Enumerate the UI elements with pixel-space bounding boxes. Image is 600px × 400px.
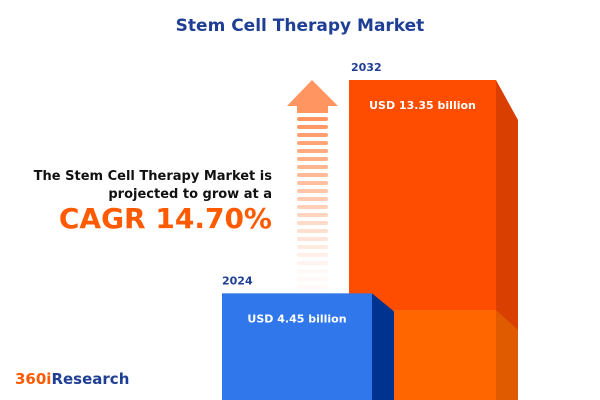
logo-number: 360i [15, 370, 52, 388]
description-line-1: The Stem Cell Therapy Market is [33, 169, 272, 184]
arrow-stripe [297, 221, 328, 225]
arrow-stripe [297, 125, 328, 129]
arrow-stripe [297, 205, 328, 209]
arrow-stripe [297, 165, 328, 169]
description-line-2: projected to grow at a [108, 187, 272, 202]
arrow-stripe [297, 269, 328, 273]
data-label: USD 13.35 billion [369, 99, 476, 112]
bar-side [372, 293, 394, 400]
bar-2024: 2024 USD 4.45 billion [222, 274, 394, 400]
arrow-head [287, 80, 338, 106]
arrow-stripe [297, 229, 328, 233]
logo: 360iResearch [15, 370, 129, 388]
chart-title: Stem Cell Therapy Market [175, 16, 425, 36]
arrow-stripe [297, 117, 328, 121]
category-label: 2024 [222, 274, 253, 287]
arrow-stripe [297, 141, 328, 145]
logo-word: Research [51, 370, 130, 388]
category-label: 2032 [351, 61, 382, 74]
arrow-stripe [297, 149, 328, 153]
arrow-stripe [297, 245, 328, 249]
data-label: USD 4.45 billion [247, 312, 346, 325]
description: The Stem Cell Therapy Market is projecte… [34, 168, 272, 204]
arrow-stripe [297, 213, 328, 217]
arrow-stripe [297, 133, 328, 137]
arrow-stripe [297, 197, 328, 201]
arrow-stripe [297, 157, 328, 161]
arrow-stripe [297, 253, 328, 257]
cagr-value: CAGR 14.70% [58, 202, 272, 235]
arrow-stripe [297, 261, 328, 265]
arrow-stripe [297, 237, 328, 241]
arrow-stripe [297, 173, 328, 177]
arrow-stripe [297, 277, 328, 281]
arrow-stripe [297, 285, 328, 289]
arrow-stripe [297, 181, 328, 185]
arrow-shaft [297, 105, 328, 113]
arrow-stripe [297, 189, 328, 193]
bar-front [222, 293, 372, 400]
growth-arrow-icon [287, 80, 338, 289]
bar-lower-side [496, 310, 518, 400]
